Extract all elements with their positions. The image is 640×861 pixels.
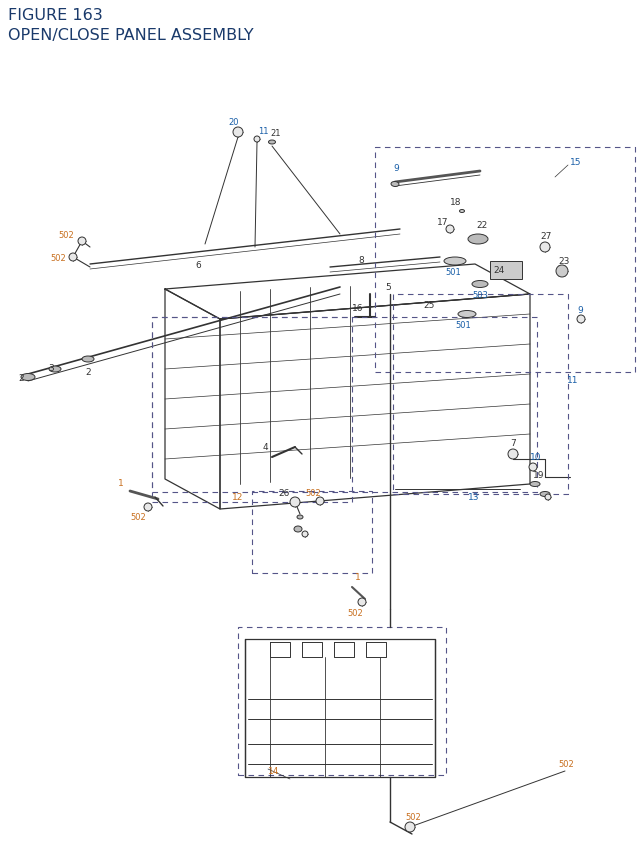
Ellipse shape [269,141,275,145]
Text: 12: 12 [232,493,243,502]
Ellipse shape [472,282,488,288]
Text: 501: 501 [455,320,471,329]
Text: 27: 27 [540,232,552,240]
Circle shape [78,238,86,245]
Text: 1: 1 [118,479,124,488]
Text: 24: 24 [493,265,504,274]
Ellipse shape [530,482,540,487]
Ellipse shape [391,183,399,188]
Text: 8: 8 [358,255,364,264]
Bar [375,148,635,373]
Text: 2: 2 [85,367,91,376]
Circle shape [545,494,551,500]
Text: 2: 2 [18,373,24,382]
Text: 26: 26 [278,488,289,497]
Text: 503: 503 [472,290,488,299]
Text: 22: 22 [476,220,487,229]
Text: 16: 16 [352,303,364,313]
Bar [238,628,446,775]
Ellipse shape [458,311,476,318]
Circle shape [316,498,324,505]
Text: 502: 502 [130,513,146,522]
Bar [252,492,372,573]
Text: 9: 9 [577,305,583,314]
Circle shape [405,822,415,832]
Text: 25: 25 [423,300,435,309]
Text: 14: 14 [268,766,280,776]
Text: 502: 502 [558,759,573,769]
Text: 502: 502 [405,813,420,821]
Text: 10: 10 [530,453,541,462]
Ellipse shape [297,516,303,519]
Text: 20: 20 [228,117,239,127]
Text: OPEN/CLOSE PANEL ASSEMBLY: OPEN/CLOSE PANEL ASSEMBLY [8,28,253,43]
Ellipse shape [294,526,302,532]
Bar [152,318,537,492]
Circle shape [290,498,300,507]
Text: 7: 7 [510,439,516,448]
Text: 18: 18 [450,197,461,207]
Ellipse shape [444,257,466,266]
Circle shape [508,449,518,460]
Text: 19: 19 [533,471,545,480]
Text: 17: 17 [437,217,449,226]
Circle shape [358,598,366,606]
Circle shape [254,137,260,143]
Text: 11: 11 [567,375,579,384]
Text: 21: 21 [270,128,280,138]
Circle shape [540,243,550,253]
Text: 502: 502 [58,230,74,239]
Bar [393,294,568,494]
Text: 501: 501 [445,267,461,276]
Text: 502: 502 [50,253,66,263]
Text: 502: 502 [305,489,321,498]
Text: FIGURE 163: FIGURE 163 [8,8,103,23]
Circle shape [529,463,537,472]
Ellipse shape [540,492,550,497]
Text: 15: 15 [570,158,582,166]
Ellipse shape [21,374,35,381]
Circle shape [144,504,152,511]
Ellipse shape [460,210,465,214]
FancyBboxPatch shape [490,262,522,280]
Bar [152,318,352,503]
Ellipse shape [468,235,488,245]
Text: 502: 502 [347,608,363,616]
Circle shape [577,316,585,324]
Text: 3: 3 [48,363,54,372]
Circle shape [556,266,568,278]
Text: 9: 9 [393,164,399,172]
Circle shape [302,531,308,537]
Text: 4: 4 [263,443,269,452]
Ellipse shape [49,367,61,373]
Circle shape [69,254,77,262]
Text: 23: 23 [558,257,570,265]
Text: 11: 11 [258,127,269,135]
Text: 5: 5 [385,282,391,291]
Circle shape [446,226,454,233]
Text: 6: 6 [195,260,201,269]
Text: 13: 13 [468,492,479,501]
Ellipse shape [82,356,94,362]
Text: 1: 1 [355,573,361,582]
Circle shape [233,127,243,138]
